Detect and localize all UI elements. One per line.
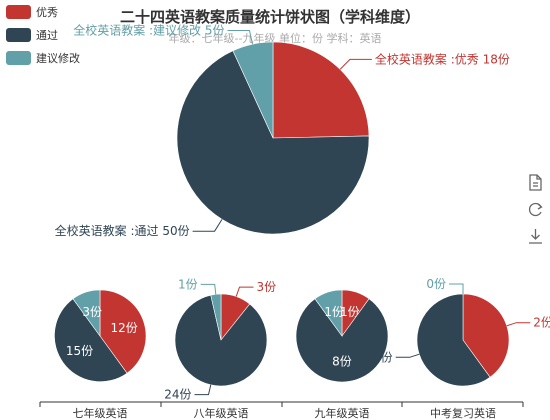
pie-slice-pass[interactable]	[295, 298, 389, 383]
legend-swatch-pass	[6, 28, 31, 42]
legend: 优秀 通过 建议修改	[6, 5, 80, 65]
pie-slice-revise[interactable]	[72, 289, 101, 337]
legend-label-pass: 通过	[36, 29, 58, 42]
slice-label-excellent: 2份	[533, 316, 550, 330]
slice-label-excellent: 3份	[257, 280, 277, 294]
slice-label-excellent: 1份	[340, 305, 360, 319]
category-label-grade9: 九年级英语	[315, 406, 370, 420]
chart-title: 二十四英语教案质量统计饼状图（学科维度）	[120, 8, 420, 26]
legend-label-excellent: 优秀	[36, 6, 58, 19]
slice-label-pass: 份	[381, 350, 393, 364]
pie-slice-excellent[interactable]	[272, 41, 370, 139]
label-line-excellent	[339, 58, 372, 70]
restore-icon[interactable]	[528, 202, 543, 217]
category-axis: 七年级英语 八年级英语 九年级英语 中考复习英语	[39, 401, 524, 420]
category-label-grade7: 七年级英语	[73, 406, 128, 420]
pie-slice-excellent[interactable]	[99, 289, 147, 374]
exam-review-pie: 2份份 0份	[381, 277, 550, 387]
slice-label-excellent: 12份	[110, 321, 137, 335]
slice-label-pass: 24份	[164, 388, 191, 402]
label-line-revise	[200, 283, 217, 295]
slice-label-excellent: 全校英语教案 :优秀 18份	[375, 51, 510, 66]
toolbox	[528, 174, 543, 244]
legend-swatch-excellent	[6, 5, 31, 19]
pie-slice-revise[interactable]	[314, 289, 343, 337]
slice-label-pass: 15份	[66, 344, 93, 358]
slice-label-revise: 3份	[82, 305, 102, 319]
slice-label-revise: 0份	[426, 277, 446, 291]
save-as-image-icon[interactable]	[529, 174, 542, 191]
slice-label-revise: 全校英语教案 :建议修改 5份	[73, 23, 224, 38]
slice-label-revise: 1份	[324, 305, 344, 319]
legend-label-revise: 建议修改	[36, 51, 80, 65]
legend-item-excellent[interactable]: 优秀	[6, 5, 58, 19]
label-line-pass	[192, 219, 223, 232]
pie-slice-pass[interactable]	[416, 293, 491, 387]
category-label-exam-review: 中考复习英语	[430, 406, 496, 420]
label-line-excellent	[235, 286, 254, 297]
chart-subtitle: 年级：七年级--九年级 单位：份 学科：英语	[169, 31, 382, 45]
slice-label-pass: 全校英语教案 :通过 50份	[55, 223, 190, 238]
label-line-excellent	[506, 322, 531, 327]
pie-slice-revise[interactable]	[232, 41, 274, 139]
legend-item-revise[interactable]: 建议修改	[6, 51, 80, 65]
pie-slice-pass[interactable]	[176, 50, 370, 235]
legend-swatch-revise	[6, 51, 31, 65]
label-line-revise	[227, 30, 253, 45]
pie-slice-excellent[interactable]	[462, 293, 510, 378]
download-icon[interactable]	[529, 229, 542, 244]
grade9-pie: 1份 8份 1份	[295, 289, 389, 383]
slice-label-revise: 1份	[178, 277, 198, 291]
legend-item-pass[interactable]: 通过	[6, 28, 58, 42]
grade7-pie: 12份 15份 3份	[54, 289, 147, 382]
pie-slice-pass[interactable]	[54, 298, 128, 382]
category-label-grade8: 八年级英语	[194, 406, 249, 420]
label-line-revise	[449, 283, 464, 294]
slice-label-pass: 8份	[332, 354, 352, 368]
grade8-pie: 3份 24份 1份	[164, 277, 276, 401]
label-line-pass	[395, 353, 420, 358]
label-line-pass	[194, 384, 212, 396]
